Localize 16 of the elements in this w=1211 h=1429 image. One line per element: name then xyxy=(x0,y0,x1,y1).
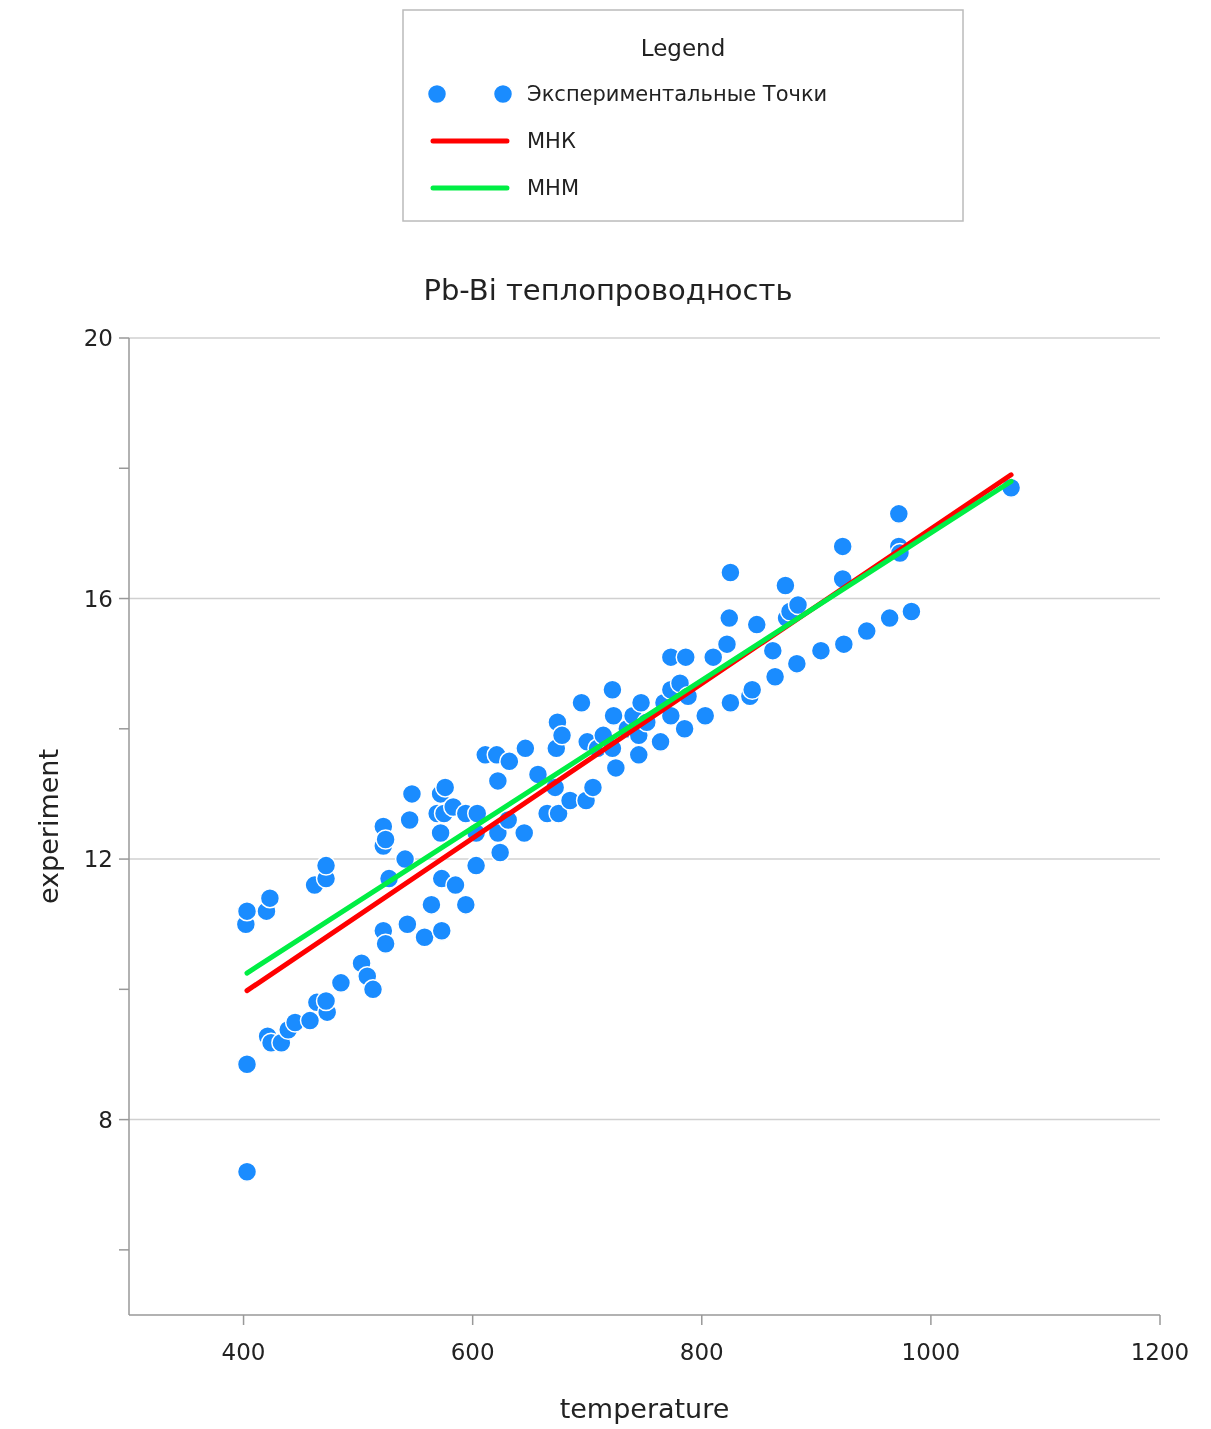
chart-title: Pb-Bi теплопроводность xyxy=(423,273,793,307)
x-tick-label: 800 xyxy=(679,1339,724,1365)
y-tick-label: 16 xyxy=(83,585,113,612)
x-axis-title: temperature xyxy=(559,1393,730,1424)
y-tick-label: 12 xyxy=(83,846,113,873)
legend-title: Legend xyxy=(640,35,726,61)
legend-label: МНК xyxy=(527,129,576,154)
x-tick-label: 1200 xyxy=(1130,1339,1190,1365)
x-tick-label: 400 xyxy=(221,1339,266,1365)
x-tick-label: 600 xyxy=(450,1339,495,1365)
x-tick-label: 1000 xyxy=(901,1339,961,1365)
y-axis-title: experiment xyxy=(33,748,64,905)
y-tick-label: 20 xyxy=(83,325,113,352)
legend-label: МНМ xyxy=(527,176,580,201)
y-tick-label: 8 xyxy=(98,1106,113,1133)
legend-label: Экспериментальные Точки xyxy=(527,82,828,107)
